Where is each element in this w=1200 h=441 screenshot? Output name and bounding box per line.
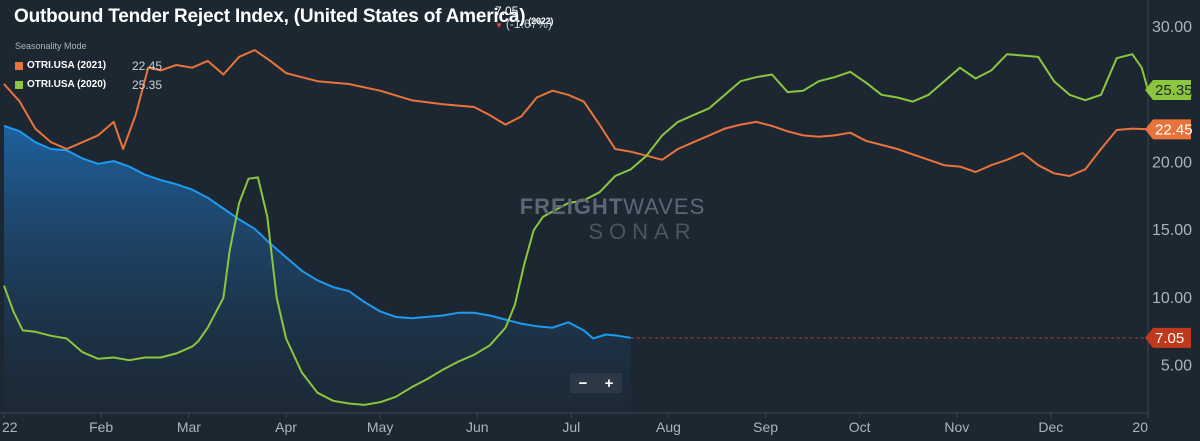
legend-name: OTRI.USA (2020) [27, 79, 107, 90]
y-tick-label: 5.00 [1161, 358, 1192, 375]
series-line-2020 [3, 53, 1149, 406]
last-value-block: 7.05 ▼ (-1.67%) [495, 5, 552, 32]
y-tick-label: 15.00 [1152, 222, 1192, 239]
down-triangle-icon: ▼ [495, 21, 503, 30]
x-tick-label: Nov [944, 419, 969, 435]
legend-swatch [15, 61, 23, 70]
chart-title-text: Outbound Tender Reject Index, (United St… [14, 6, 526, 27]
value-tag-bg [1145, 80, 1191, 101]
x-tick-label: Dec [1038, 419, 1063, 435]
value-tag-label: 25.35 [1155, 82, 1193, 99]
x-tick-label: 22 [2, 419, 18, 435]
x-tick-label: May [367, 419, 393, 435]
last-change-text: (-1.67%) [505, 17, 552, 31]
series-line-2022 [3, 124, 631, 340]
chart-title-year: (2022) [528, 16, 554, 26]
x-tick-label: 20 [1132, 419, 1148, 435]
value-tag-label: 7.05 [1155, 330, 1184, 347]
x-tick-label: Aug [656, 419, 681, 435]
chart-title: Outbound Tender Reject Index, (United St… [14, 6, 553, 28]
y-tick-label: 10.00 [1152, 290, 1192, 307]
zoom-in-button[interactable]: + [604, 374, 614, 392]
x-tick-label: Oct [849, 419, 871, 435]
series-line-2021 [3, 49, 1149, 177]
x-tick-label: Mar [177, 419, 201, 435]
value-tag-label: 22.45 [1155, 121, 1193, 138]
legend-item-2020[interactable]: OTRI.USA (2020) 25.35 [15, 75, 162, 94]
x-tick-label: Jun [466, 419, 489, 435]
zoom-out-button[interactable]: − [578, 374, 588, 392]
legend-value: 22.45 [132, 58, 163, 73]
value-tag-bg [1145, 327, 1191, 348]
legend-item-2021[interactable]: OTRI.USA (2021) 22.45 [15, 56, 162, 75]
y-tick-label: 20.00 [1152, 154, 1192, 171]
legend-name: OTRI.USA (2021) [27, 60, 107, 71]
last-value: 7.05 [495, 4, 519, 18]
legend-swatch [15, 80, 23, 89]
last-change: ▼ (-1.67%) [495, 18, 552, 32]
x-tick-label: Feb [89, 419, 113, 435]
legend: OTRI.USA (2021) 22.45 OTRI.USA (2020) 25… [15, 56, 162, 94]
series-area-2022 [4, 125, 631, 414]
y-tick-label: 30.00 [1152, 19, 1192, 36]
seasonality-label: Seasonality Mode [15, 41, 87, 51]
zoom-control: − + [570, 373, 622, 393]
value-tag-bg [1145, 119, 1191, 140]
x-tick-label: Sep [753, 419, 778, 435]
x-tick-label: Apr [275, 419, 297, 435]
legend-value: 25.35 [132, 77, 163, 92]
x-tick-label: Jul [562, 419, 580, 435]
